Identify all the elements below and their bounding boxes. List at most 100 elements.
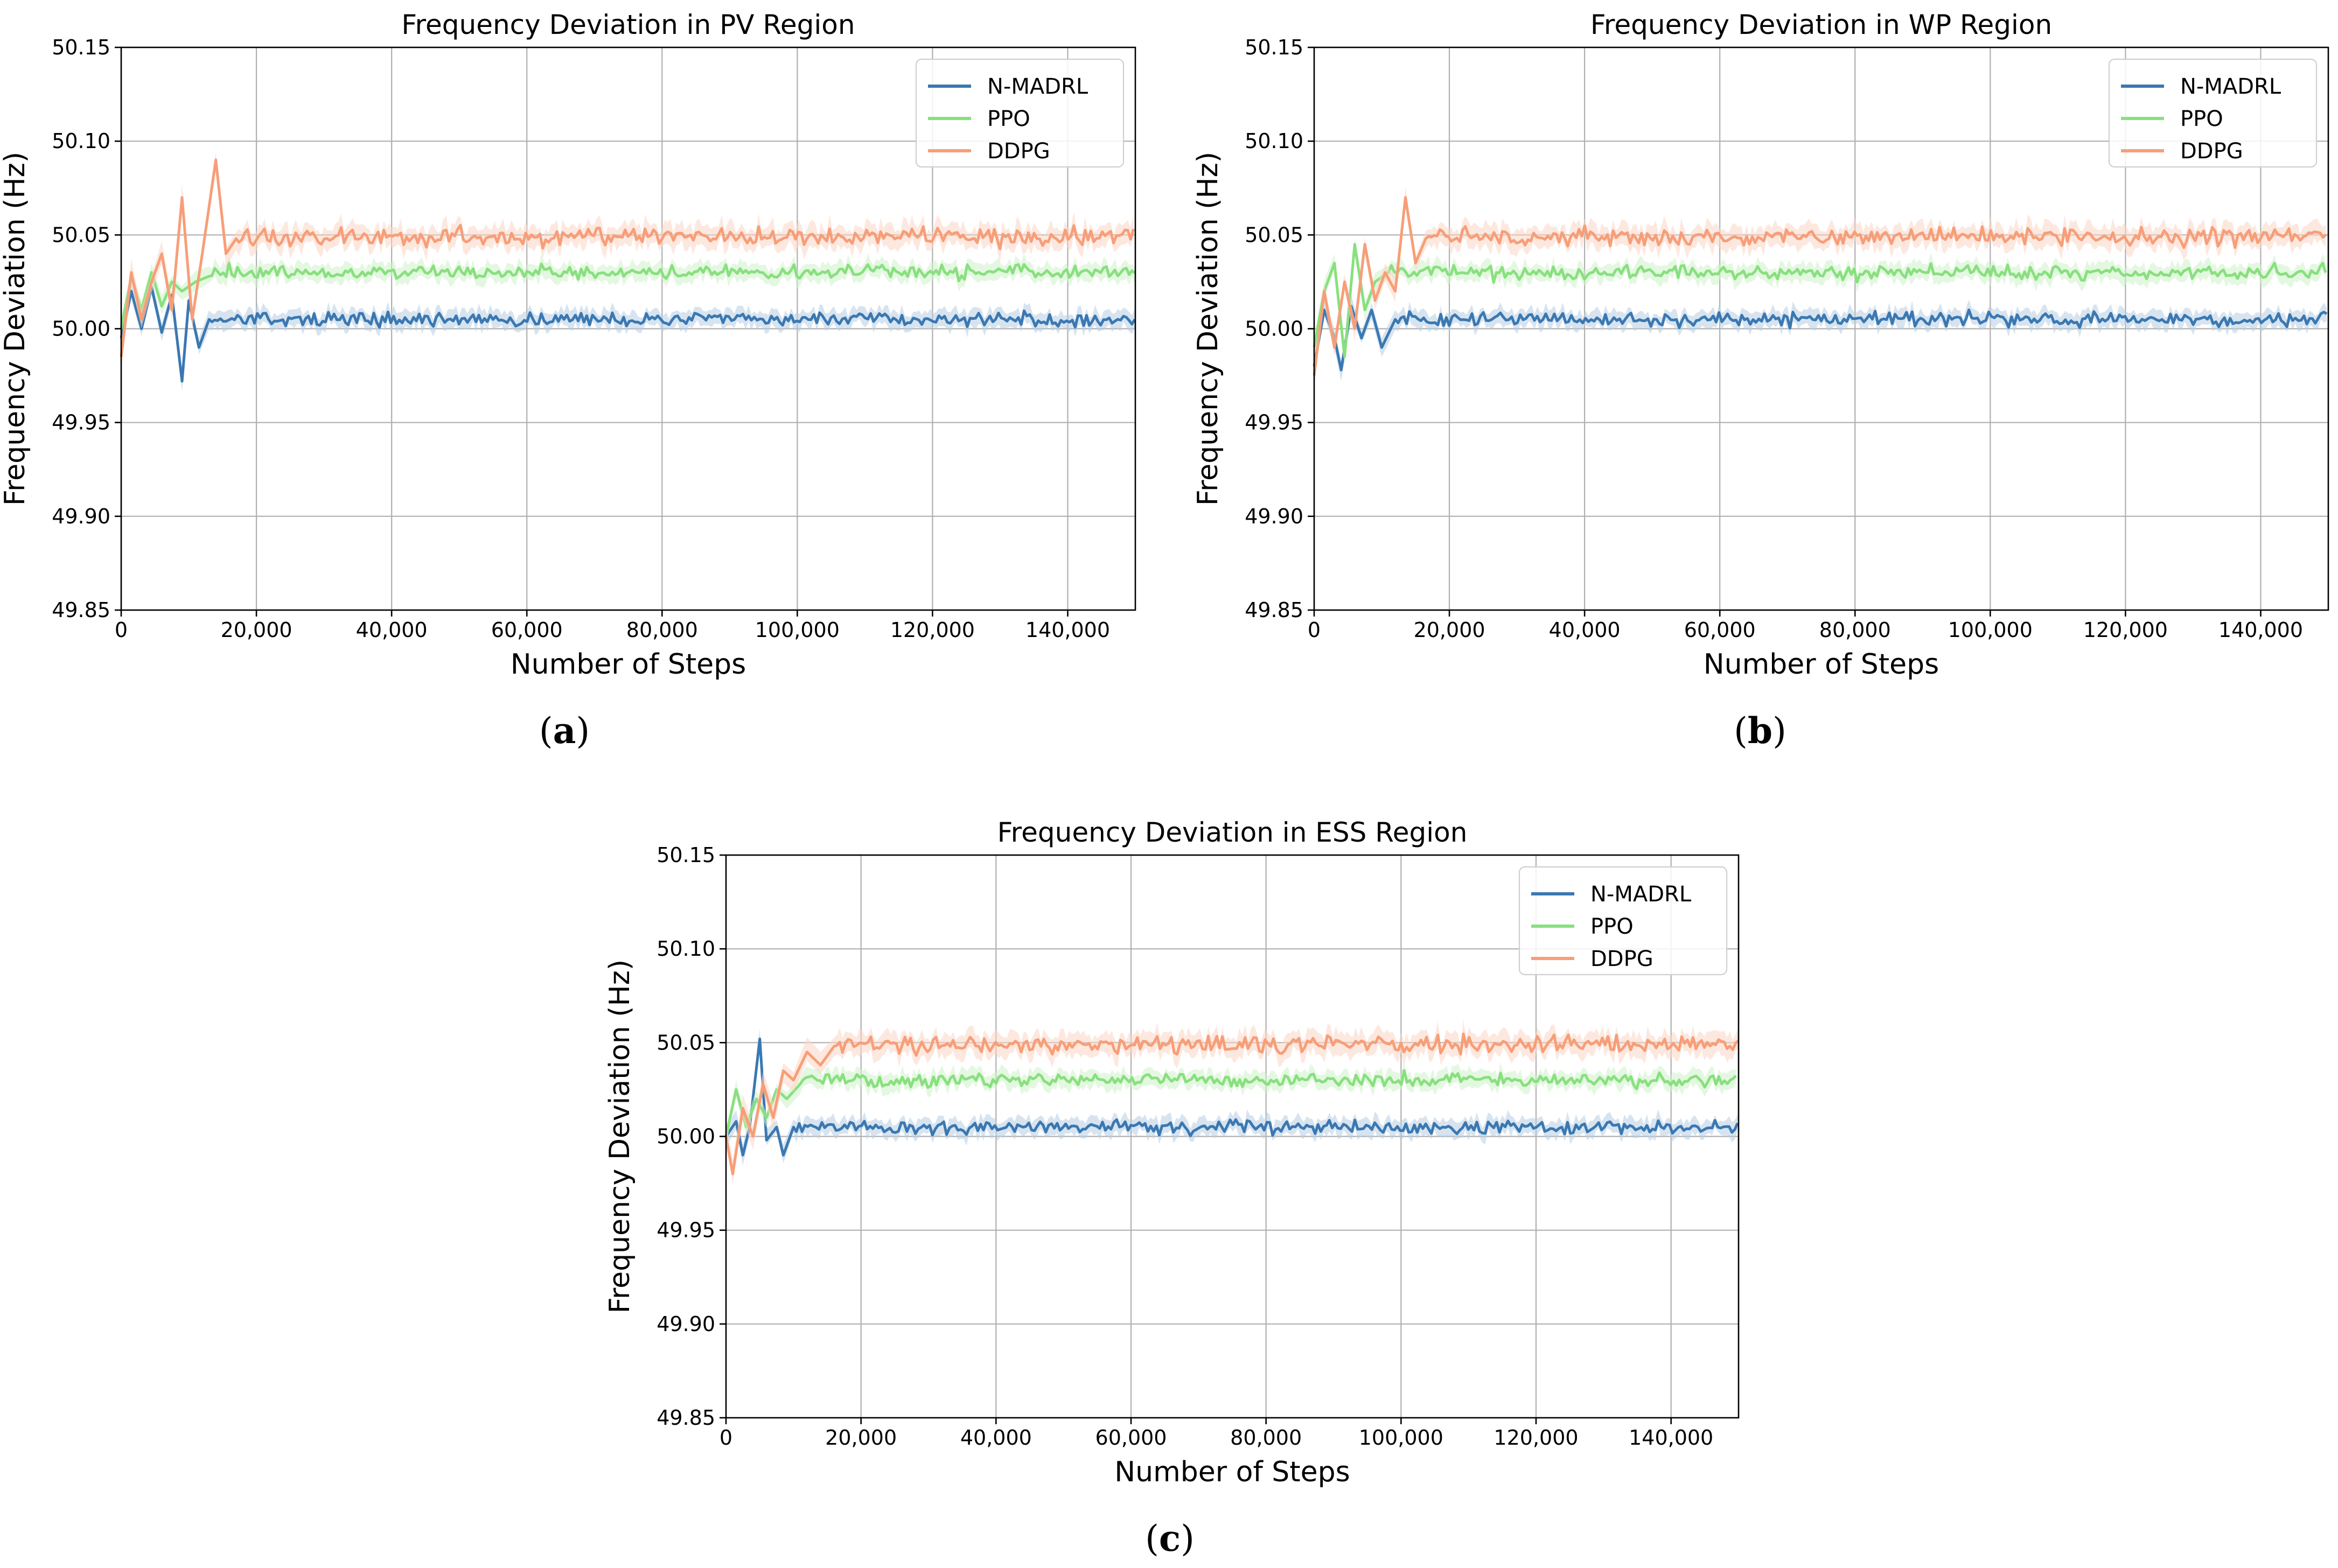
y-tick-label: 49.95 xyxy=(52,411,110,435)
legend-label-ddpg: DDPG xyxy=(1590,947,1653,971)
legend: N-MADRL PPO DDPG xyxy=(915,58,1125,168)
caption-b: (b) xyxy=(1734,710,1786,752)
y-tick-label: 49.90 xyxy=(52,505,110,528)
chart-title: Frequency Deviation in WP Region xyxy=(1590,9,2052,40)
x-ticks: 0 20,000 40,000 60,000 80,000 100,000 120,000 1… xyxy=(720,1418,1713,1450)
x-tick-label: 20,000 xyxy=(221,618,292,642)
y-tick-label: 49.85 xyxy=(657,1406,715,1430)
y-ticks: 49.85 49.90 49.95 50.00 50.05 50.10 50.15 xyxy=(1245,36,1314,622)
confidence-band-ppo xyxy=(121,253,1135,335)
chart-pv-region: 0 20,000 40,000 60,000 80,000 100,000 120,000 1… xyxy=(0,9,1136,681)
y-tick-label: 49.85 xyxy=(52,598,110,622)
caption-a-letter: a xyxy=(553,710,576,752)
x-tick-label: 80,000 xyxy=(1230,1426,1302,1450)
legend: N-MADRL PPO DDPG xyxy=(2108,58,2318,168)
x-ticks: 0 20,000 40,000 60,000 80,000 100,000 120,000 1… xyxy=(115,610,1110,642)
x-tick-label: 0 xyxy=(1308,618,1321,642)
legend-label-n-madrl: N-MADRL xyxy=(2180,74,2281,99)
y-tick-label: 49.90 xyxy=(657,1312,715,1336)
x-tick-label: 80,000 xyxy=(1819,618,1891,642)
series-line-n-madrl xyxy=(1313,305,2328,372)
x-axis-label: Number of Steps xyxy=(511,648,746,681)
caption-c: (c) xyxy=(1145,1517,1195,1559)
chart-title: Frequency Deviation in ESS Region xyxy=(997,817,1468,848)
confidence-band-n-madrl xyxy=(121,277,1135,392)
series-line-ppo xyxy=(1313,243,2327,359)
confidence-band-ddpg xyxy=(726,1019,1739,1183)
x-tick-label: 100,000 xyxy=(1948,618,2033,642)
x-tick-label: 140,000 xyxy=(2218,618,2303,642)
x-tick-label: 60,000 xyxy=(1095,1426,1167,1450)
legend-label-n-madrl: N-MADRL xyxy=(1590,882,1692,907)
x-axis-label: Number of Steps xyxy=(1114,1456,1350,1488)
confidence-band-ppo xyxy=(1314,238,2326,365)
x-tick-label: 60,000 xyxy=(491,618,563,642)
legend-label-ddpg: DDPG xyxy=(987,139,1050,164)
y-tick-label: 50.15 xyxy=(1245,36,1303,59)
x-tick-label: 120,000 xyxy=(1493,1426,1578,1450)
y-tick-label: 50.10 xyxy=(52,129,110,153)
y-axis-label: Frequency Deviation (Hz) xyxy=(604,960,636,1313)
x-tick-label: 40,000 xyxy=(960,1426,1032,1450)
chart-title: Frequency Deviation in PV Region xyxy=(401,9,855,40)
y-tick-label: 50.05 xyxy=(657,1031,715,1054)
x-ticks: 0 20,000 40,000 60,000 80,000 100,000 120,000 1… xyxy=(1308,610,2303,642)
chart-panel-ess: 0 20,000 40,000 60,000 80,000 100,000 120,000 1… xyxy=(603,808,1788,1508)
x-tick-label: 120,000 xyxy=(890,618,975,642)
x-axis-label: Number of Steps xyxy=(1704,648,1939,681)
y-ticks: 49.85 49.90 49.95 50.00 50.05 50.10 50.15 xyxy=(52,36,121,622)
x-tick-label: 80,000 xyxy=(626,618,698,642)
confidence-band-n-madrl xyxy=(1314,295,2327,381)
x-tick-label: 140,000 xyxy=(1629,1426,1713,1450)
legend-label-ppo: PPO xyxy=(2180,107,2223,131)
y-tick-label: 49.85 xyxy=(1245,598,1303,622)
legend-label-ddpg: DDPG xyxy=(2180,139,2243,164)
y-tick-label: 50.00 xyxy=(657,1125,715,1149)
confidence-band-ddpg xyxy=(1314,187,2326,388)
y-tick-label: 50.05 xyxy=(52,223,110,247)
y-tick-label: 49.95 xyxy=(1245,411,1303,435)
caption-a: (a) xyxy=(539,710,590,752)
legend-label-ppo: PPO xyxy=(1590,914,1634,939)
confidence-band-ddpg xyxy=(121,151,1134,372)
series-line-ppo xyxy=(724,1069,1737,1137)
caption-c-letter: c xyxy=(1158,1517,1181,1559)
legend-label-ppo: PPO xyxy=(987,107,1030,131)
series-line-n-madrl xyxy=(724,1037,1739,1157)
x-tick-label: 60,000 xyxy=(1684,618,1756,642)
x-tick-label: 40,000 xyxy=(1549,618,1621,642)
legend: N-MADRL PPO DDPG xyxy=(1518,866,1728,976)
y-tick-label: 50.00 xyxy=(1245,317,1303,341)
x-tick-label: 20,000 xyxy=(825,1426,897,1450)
chart-panel-pv: 0 20,000 40,000 60,000 80,000 100,000 120,000 1… xyxy=(0,0,1169,700)
series-line-n-madrl xyxy=(120,286,1136,383)
x-tick-label: 140,000 xyxy=(1025,618,1110,642)
series-group xyxy=(1313,187,2328,388)
y-tick-label: 50.15 xyxy=(52,36,110,59)
chart-wp-region: 0 20,000 40,000 60,000 80,000 100,000 120,000 1… xyxy=(1192,9,2329,681)
y-tick-label: 50.05 xyxy=(1245,223,1303,247)
y-axis-label: Frequency Deviation (Hz) xyxy=(0,152,31,506)
chart-ess-region: 0 20,000 40,000 60,000 80,000 100,000 120,000 1… xyxy=(604,817,1740,1488)
x-tick-label: 40,000 xyxy=(356,618,428,642)
x-tick-label: 100,000 xyxy=(1359,1426,1443,1450)
caption-b-letter: b xyxy=(1747,710,1773,752)
legend-label-n-madrl: N-MADRL xyxy=(987,74,1088,99)
chart-panel-wp: 0 20,000 40,000 60,000 80,000 100,000 120,000 1… xyxy=(1192,0,2338,700)
y-ticks: 49.85 49.90 49.95 50.00 50.05 50.10 50.15 xyxy=(657,843,726,1430)
series-line-ddpg xyxy=(120,158,1135,358)
y-tick-label: 49.90 xyxy=(1245,505,1303,528)
series-line-ddpg xyxy=(724,1032,1740,1175)
x-tick-label: 0 xyxy=(720,1426,732,1450)
x-tick-label: 100,000 xyxy=(755,618,840,642)
series-line-ddpg xyxy=(1313,196,2327,376)
x-tick-label: 20,000 xyxy=(1414,618,1485,642)
y-tick-label: 50.00 xyxy=(52,317,110,341)
y-tick-label: 50.15 xyxy=(657,843,715,867)
y-tick-label: 50.10 xyxy=(1245,129,1303,153)
series-line-ppo xyxy=(120,261,1136,329)
confidence-band-ppo xyxy=(726,1062,1736,1146)
y-axis-label: Frequency Deviation (Hz) xyxy=(1192,152,1224,506)
y-tick-label: 50.10 xyxy=(657,937,715,961)
series-group xyxy=(724,1019,1740,1183)
